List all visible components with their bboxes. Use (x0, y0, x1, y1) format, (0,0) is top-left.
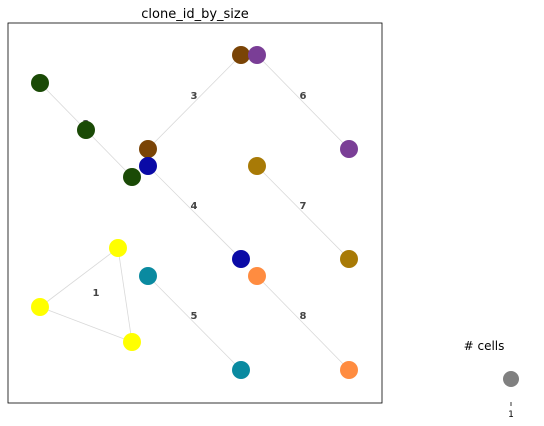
chart-title: clone_id_by_size (141, 7, 248, 22)
clone-2-cell-node (77, 121, 95, 139)
clone-1-cell-node (123, 333, 141, 351)
clone-1-cell-node (31, 298, 49, 316)
clone-3-cell-node (139, 140, 157, 158)
edges-layer (39, 54, 350, 371)
clone-2-cell-node (31, 74, 49, 92)
size-legend: # cells 1 (464, 339, 519, 420)
clone-3-label: 3 (191, 91, 198, 102)
clone-4-cell-node (232, 250, 250, 268)
clone-4-cell-node (139, 157, 157, 175)
clone-2-edge (85, 129, 133, 178)
clone-3-cell-node (232, 46, 250, 64)
clone-5-cell-node (139, 267, 157, 285)
clone-7-cell-node (340, 250, 358, 268)
clone-7-edge (256, 165, 350, 260)
legend-tick-label: 1 (508, 410, 514, 420)
plot-frame (7, 22, 383, 404)
clone-8-cell-node (248, 267, 266, 285)
clone-1-cell-node (109, 239, 127, 257)
clone-1-label: 1 (93, 288, 100, 299)
clone-6-edge (256, 54, 350, 150)
clone-8-edge (256, 275, 350, 371)
clone-1-edge (39, 306, 133, 343)
clone-1-edge (39, 247, 119, 308)
clone-8-label: 8 (300, 311, 307, 322)
clone-8-cell-node (340, 361, 358, 379)
clone-6-label: 6 (300, 91, 307, 102)
clone-7-label: 7 (300, 201, 307, 212)
legend-size-marker (503, 371, 519, 387)
clone-6-cell-node (248, 46, 266, 64)
clone-5-label: 5 (191, 311, 198, 322)
clone-2-cell-node (123, 168, 141, 186)
clone-6-cell-node (340, 140, 358, 158)
clone-5-edge (147, 275, 242, 371)
clone-7-cell-node (248, 157, 266, 175)
clone-3-edge (147, 54, 242, 150)
clone-2-edge (39, 82, 87, 131)
nodes-layer (31, 46, 358, 379)
group-labels-layer: 12345678 (83, 91, 307, 322)
clone-4-edge (147, 165, 242, 260)
clone-1-edge (117, 247, 133, 343)
clone-4-label: 4 (191, 201, 198, 212)
legend-title: # cells (464, 339, 505, 353)
clone-5-cell-node (232, 361, 250, 379)
